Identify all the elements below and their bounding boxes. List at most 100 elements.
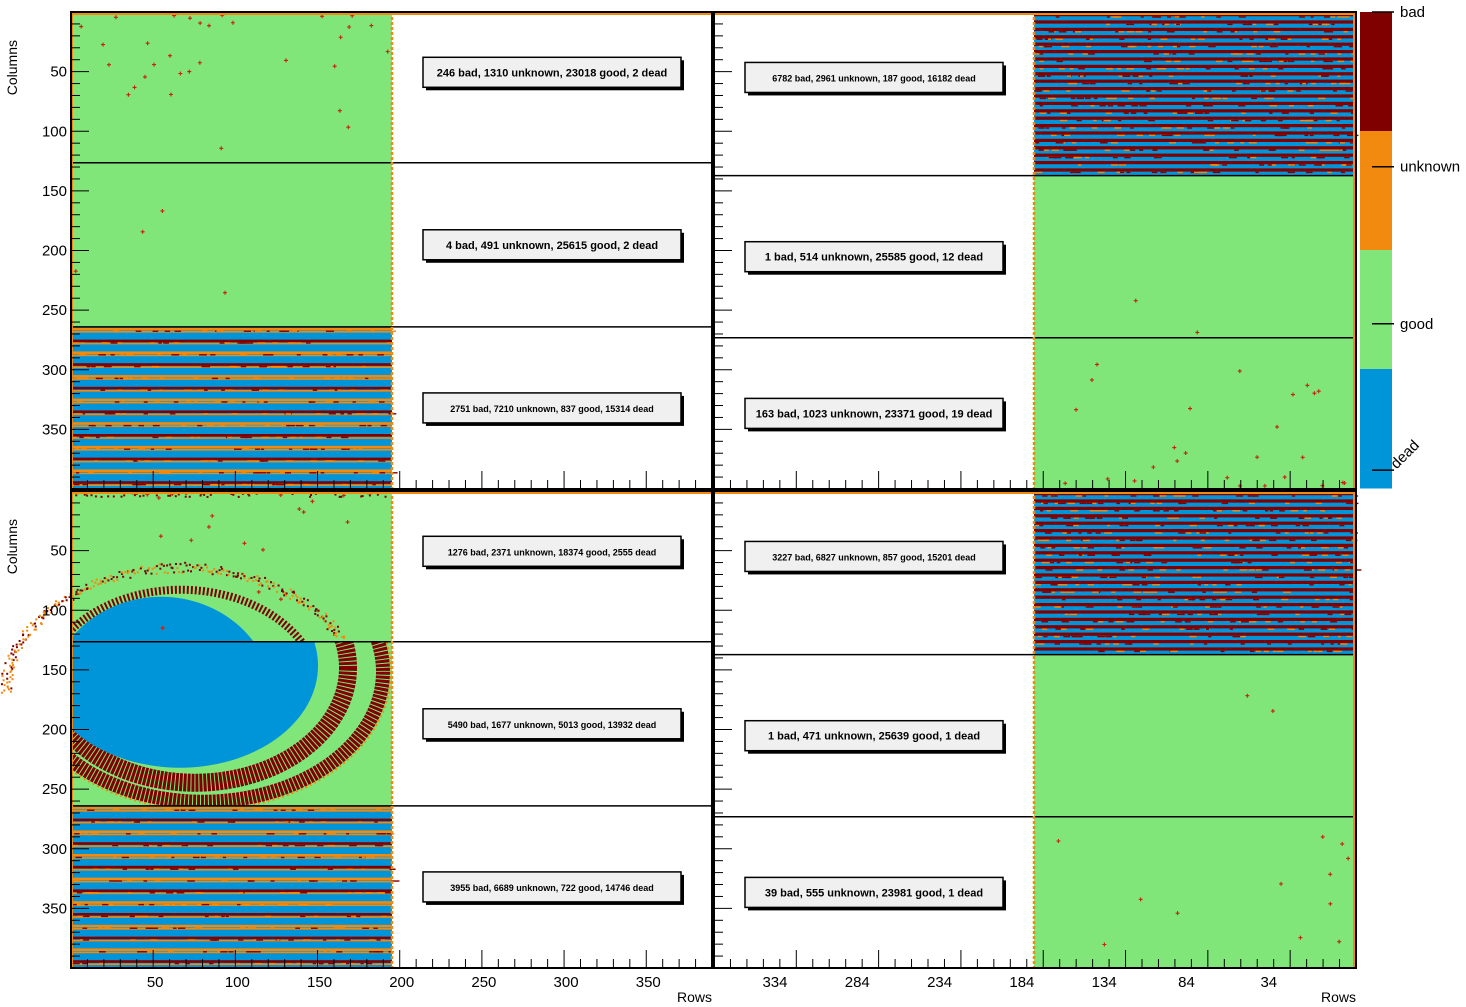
bad-pixel-mark bbox=[1262, 483, 1267, 488]
bad-pixel-mark bbox=[1282, 475, 1287, 480]
bad-pixel-mark bbox=[345, 520, 350, 525]
stats-box: 3955 bad, 6689 unknown, 722 good, 14746 … bbox=[422, 871, 684, 905]
x-tick-label: 300 bbox=[554, 974, 579, 991]
bad-pixel-mark bbox=[341, 493, 346, 498]
bad-pixel-mark bbox=[284, 58, 289, 63]
stats-box-label: 39 bad, 555 unknown, 23981 good, 1 dead bbox=[765, 887, 983, 899]
bad-pixel-mark bbox=[106, 62, 111, 67]
map-region-bottom-left-1-group bbox=[71, 641, 392, 806]
bad-pixel-mark bbox=[1095, 362, 1099, 367]
bad-pixel-mark bbox=[219, 146, 224, 151]
stats-box-label: 6782 bad, 2961 unknown, 187 good, 16182 … bbox=[772, 73, 976, 83]
stats-box: 4 bad, 491 unknown, 25615 good, 2 dead bbox=[422, 229, 684, 263]
bad-pixel-mark bbox=[1188, 406, 1193, 411]
panel-bottom-left: 1276 bad, 2371 unknown, 18374 good, 2555… bbox=[0, 490, 713, 1005]
bad-pixel-mark bbox=[256, 589, 261, 594]
bad-pixel-mark bbox=[189, 538, 194, 543]
bad-pixel-mark bbox=[297, 507, 302, 512]
stats-box: 39 bad, 555 unknown, 23981 good, 1 dead bbox=[744, 876, 1006, 911]
stats-box: 5490 bad, 1677 unknown, 5013 good, 13932… bbox=[422, 708, 684, 742]
bad-pixel-mark bbox=[346, 125, 351, 130]
legend-label-good: good bbox=[1400, 316, 1433, 333]
legend-label-bad: bad bbox=[1400, 4, 1425, 21]
bad-pixel-mark bbox=[156, 495, 161, 500]
map-region-bottom-left-0-group bbox=[0, 491, 392, 694]
legend-label-unknown: unknown bbox=[1400, 159, 1460, 176]
bad-pixel-mark bbox=[1175, 911, 1180, 916]
stats-box-label: 1 bad, 471 unknown, 25639 good, 1 dead bbox=[768, 731, 980, 743]
bad-pixel-mark bbox=[261, 547, 266, 552]
y-axis-title: Columns bbox=[4, 519, 20, 574]
bad-pixel-mark bbox=[1063, 481, 1068, 486]
legend-label-dead: dead bbox=[1387, 437, 1423, 473]
y-tick-label: 150 bbox=[42, 183, 67, 200]
y-tick-label: 300 bbox=[42, 841, 67, 858]
stats-box: 1 bad, 514 unknown, 25585 good, 12 dead bbox=[744, 240, 1006, 275]
legend-swatch-unknown bbox=[1360, 131, 1392, 251]
stats-box: 2751 bad, 7210 unknown, 837 good, 15314 … bbox=[422, 392, 684, 426]
bad-pixel-mark bbox=[207, 23, 212, 28]
map-region-bottom-left-2-group bbox=[71, 805, 400, 968]
map-region-top-right-1-group bbox=[1034, 175, 1355, 338]
bad-pixel-mark bbox=[310, 499, 315, 504]
bad-pixel-mark bbox=[242, 541, 247, 546]
stats-box-label: 1 bad, 514 unknown, 25585 good, 12 dead bbox=[765, 252, 983, 264]
bad-pixel-mark bbox=[1305, 383, 1310, 388]
bad-pixel-mark bbox=[301, 510, 306, 515]
bad-pixel-mark bbox=[1346, 856, 1351, 861]
bad-pixel-mark bbox=[206, 524, 211, 529]
stats-box-label: 4 bad, 491 unknown, 25615 good, 2 dead bbox=[446, 240, 658, 252]
map-region-top-right-2 bbox=[1034, 337, 1355, 489]
bad-pixel-mark bbox=[1316, 389, 1321, 394]
x-axis-title: Rows bbox=[677, 989, 712, 1005]
legend-swatch-dead bbox=[1360, 369, 1392, 489]
bad-pixel-mark bbox=[1132, 478, 1137, 483]
x-tick-label: 334 bbox=[762, 974, 787, 991]
bad-pixel-mark bbox=[158, 534, 163, 539]
bad-pixel-mark bbox=[1245, 693, 1250, 698]
x-tick-label: 250 bbox=[471, 974, 496, 991]
bad-pixel-mark bbox=[1328, 872, 1333, 877]
bad-pixel-mark bbox=[1102, 942, 1107, 947]
map-region-bottom-right-0-group bbox=[1034, 491, 1362, 655]
bad-pixel-mark bbox=[1340, 480, 1345, 485]
bad-pixel-mark bbox=[1237, 369, 1242, 374]
stats-box-label: 5490 bad, 1677 unknown, 5013 good, 13932… bbox=[448, 720, 657, 730]
x-tick-label: 50 bbox=[147, 974, 164, 991]
x-tick-label: 34 bbox=[1260, 974, 1277, 991]
map-region-top-right-2-group bbox=[1034, 337, 1355, 489]
legend: bad unknown good dead bbox=[1360, 4, 1460, 489]
bad-pixel-mark bbox=[1056, 838, 1061, 843]
bad-pixel-mark bbox=[140, 229, 145, 234]
stats-box: 3227 bad, 6827 unknown, 857 good, 15201 … bbox=[744, 540, 1006, 575]
legend-swatch-bad bbox=[1360, 12, 1392, 132]
bad-pixel-mark bbox=[347, 24, 352, 29]
map-region-top-left-1 bbox=[71, 162, 392, 327]
stats-box-label: 246 bad, 1310 unknown, 23018 good, 2 dea… bbox=[437, 67, 667, 79]
map-region-top-left-0-group bbox=[71, 12, 392, 163]
stats-box-label: 2751 bad, 7210 unknown, 837 good, 15314 … bbox=[450, 404, 654, 414]
bad-pixel-mark bbox=[337, 108, 342, 113]
bad-pixel-mark bbox=[79, 24, 84, 29]
stats-box: 1 bad, 471 unknown, 25639 good, 1 dead bbox=[744, 719, 1006, 754]
x-tick-label: 100 bbox=[225, 974, 250, 991]
y-tick-label: 50 bbox=[50, 64, 67, 81]
x-tick-label: 150 bbox=[307, 974, 332, 991]
map-region-bottom-right-1 bbox=[1034, 654, 1355, 817]
bad-pixel-mark bbox=[278, 597, 283, 602]
bad-pixel-mark bbox=[1275, 424, 1280, 429]
bad-pixel-mark bbox=[73, 269, 78, 274]
bad-pixel-mark bbox=[1270, 709, 1275, 714]
bad-pixel-mark bbox=[1172, 445, 1177, 450]
stats-box-label: 163 bad, 1023 unknown, 23371 good, 19 de… bbox=[756, 408, 993, 420]
map-region-bottom-right-2 bbox=[1034, 816, 1355, 968]
bad-pixel-mark bbox=[187, 69, 192, 74]
bad-pixel-mark bbox=[197, 60, 202, 65]
bad-pixel-mark bbox=[1237, 483, 1242, 488]
y-axis-title: Columns bbox=[4, 40, 20, 95]
bad-pixel-mark bbox=[142, 74, 147, 79]
bad-pixel-mark bbox=[1328, 901, 1333, 906]
panel-top-left: 246 bad, 1310 unknown, 23018 good, 2 dea… bbox=[4, 11, 713, 490]
bad-pixel-mark bbox=[1298, 935, 1303, 940]
